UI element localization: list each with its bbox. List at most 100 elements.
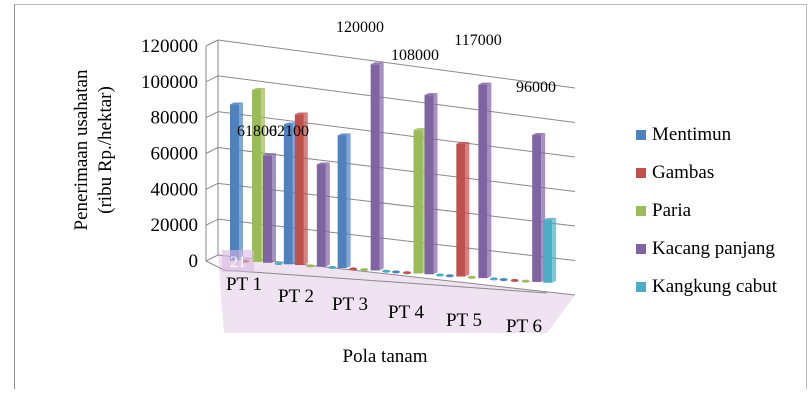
bar-stub bbox=[328, 265, 337, 269]
chart-floor bbox=[218, 255, 575, 333]
bar-top bbox=[478, 82, 492, 85]
legend-item: Paria bbox=[636, 192, 777, 230]
bar-side bbox=[272, 153, 276, 263]
legend-label: Kangkung cabut bbox=[652, 276, 778, 297]
bar-side bbox=[303, 112, 308, 266]
bar bbox=[424, 95, 434, 275]
legend-swatch bbox=[636, 244, 646, 254]
bar-stub bbox=[403, 271, 411, 275]
bar-stub bbox=[499, 278, 508, 282]
x-axis-title: Pola tanam bbox=[343, 346, 428, 367]
legend-swatch bbox=[636, 168, 646, 178]
bar-side bbox=[239, 102, 243, 261]
bar-top bbox=[456, 141, 470, 144]
side-gridline bbox=[205, 254, 219, 262]
bar bbox=[283, 124, 293, 265]
chart-frame bbox=[14, 4, 807, 389]
y-tick-label: 20000 bbox=[151, 215, 199, 236]
bar-stub bbox=[467, 275, 476, 279]
gridline bbox=[217, 182, 576, 227]
data-label: 62100 bbox=[269, 123, 309, 140]
bar bbox=[370, 64, 380, 271]
legend-label: Gambas bbox=[652, 162, 715, 183]
bar-top bbox=[370, 62, 384, 65]
data-label: 120000 bbox=[336, 19, 384, 36]
side-gridline bbox=[205, 75, 219, 83]
legend-swatch bbox=[636, 130, 646, 140]
bar-stub bbox=[349, 267, 358, 271]
data-label: 108000 bbox=[391, 47, 439, 64]
legend-item: Mentimun bbox=[636, 116, 777, 154]
gridline bbox=[217, 39, 576, 89]
bar bbox=[337, 135, 347, 269]
bar-top bbox=[543, 218, 557, 221]
bar-stub bbox=[521, 279, 530, 283]
bar-top bbox=[424, 93, 438, 96]
bar-side bbox=[379, 62, 384, 271]
bar bbox=[532, 135, 542, 282]
y-axis-title: (ribu Rp./hektar) bbox=[95, 86, 116, 214]
legend-item: Gambas bbox=[636, 154, 777, 192]
gridline bbox=[217, 75, 576, 123]
bar-side bbox=[487, 82, 492, 279]
gridline bbox=[217, 254, 576, 296]
bar-side bbox=[325, 162, 330, 267]
y-tick-label: 40000 bbox=[151, 179, 199, 200]
bar bbox=[413, 130, 423, 274]
bar-stub bbox=[445, 274, 454, 278]
bar-stub bbox=[392, 270, 400, 274]
y-tick-label: 80000 bbox=[151, 108, 199, 129]
legend-label: Kacang panjang bbox=[652, 238, 775, 259]
y-tick-label: 100000 bbox=[141, 72, 198, 93]
bar-top bbox=[532, 133, 546, 136]
data-label: 96000 bbox=[516, 79, 556, 96]
x-tick-label: PT 6 bbox=[506, 316, 542, 337]
side-gridline bbox=[205, 218, 219, 226]
side-gridline bbox=[205, 182, 219, 190]
bar bbox=[316, 164, 326, 267]
data-label: 117000 bbox=[454, 32, 501, 49]
x-tick-label: PT 5 bbox=[446, 310, 482, 331]
bar-top bbox=[337, 133, 351, 136]
bar-stub bbox=[306, 264, 315, 268]
bar-top bbox=[294, 112, 308, 115]
bar bbox=[294, 114, 304, 266]
bar-top bbox=[263, 153, 276, 156]
bar-side bbox=[433, 93, 438, 275]
legend-swatch bbox=[636, 206, 646, 216]
legend-label: Mentimun bbox=[652, 124, 732, 145]
stray-label-box bbox=[222, 250, 254, 272]
bar-stub bbox=[510, 278, 519, 282]
bar-top bbox=[316, 162, 330, 165]
gridline bbox=[217, 147, 576, 192]
legend-swatch bbox=[636, 282, 646, 292]
bar-side bbox=[465, 141, 470, 277]
bar bbox=[456, 143, 466, 277]
x-tick-label: PT 3 bbox=[332, 294, 368, 315]
side-gridline bbox=[205, 39, 219, 47]
bar bbox=[478, 84, 488, 279]
bar-side bbox=[552, 218, 557, 283]
legend-label: Paria bbox=[652, 200, 692, 221]
legend-item: Kacang panjang bbox=[636, 230, 777, 268]
bar bbox=[543, 220, 553, 283]
bar-stub bbox=[360, 268, 369, 272]
x-tick-label: PT 4 bbox=[388, 302, 425, 323]
y-tick-label: 0 bbox=[189, 251, 199, 272]
bar-side bbox=[346, 133, 351, 269]
bar bbox=[252, 89, 261, 262]
bar-stub bbox=[436, 273, 444, 277]
bar-top bbox=[230, 102, 243, 105]
side-gridline bbox=[205, 111, 219, 119]
bar-top bbox=[413, 128, 427, 131]
stray-label: 21 bbox=[230, 254, 246, 271]
y-tick-label: 60000 bbox=[151, 144, 199, 165]
legend-item: Kangkung cabut bbox=[636, 268, 777, 306]
x-tick-label: PT 2 bbox=[278, 286, 314, 307]
bar-top bbox=[252, 87, 265, 90]
bar-top bbox=[283, 122, 297, 125]
legend: Mentimun Gambas Paria Kacang panjang Kangkun… bbox=[636, 116, 777, 306]
bar bbox=[230, 104, 239, 261]
bar bbox=[263, 155, 272, 263]
